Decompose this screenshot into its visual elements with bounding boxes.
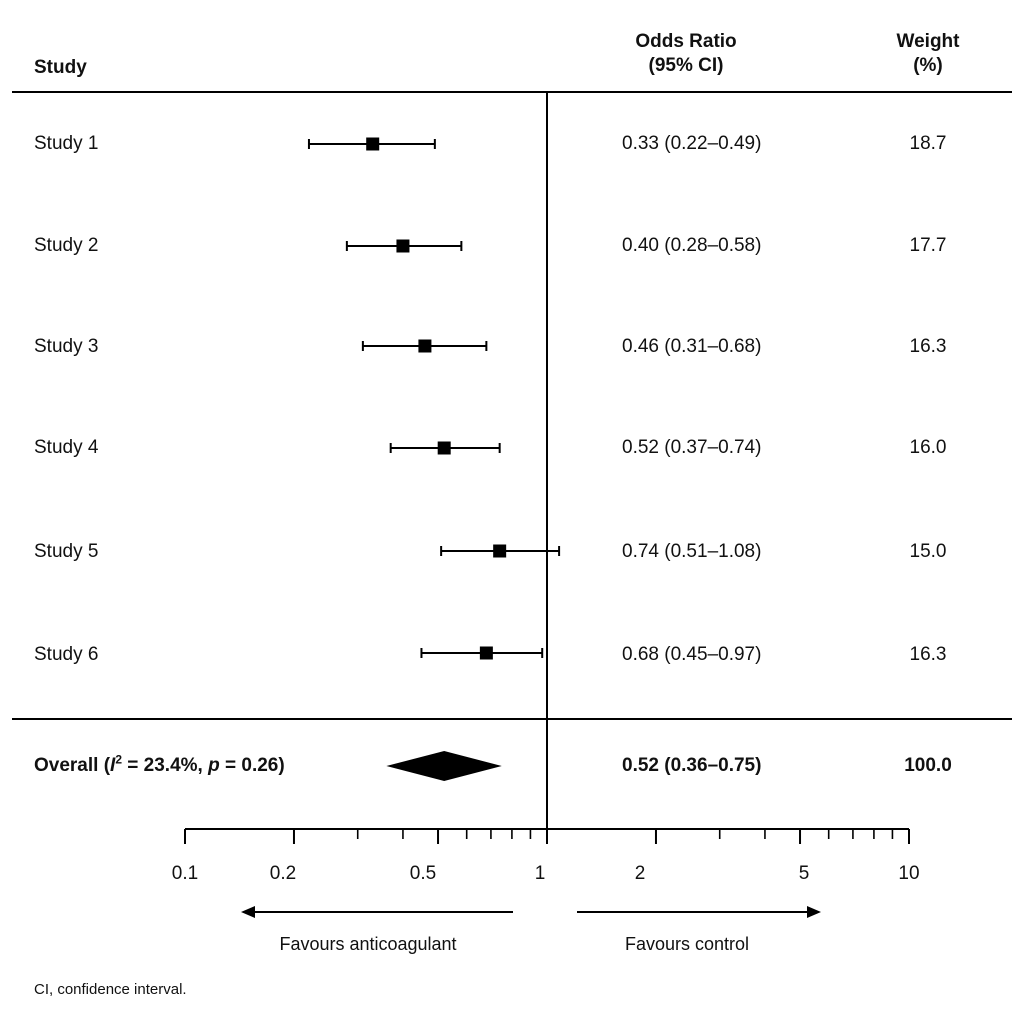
- study-label: Study 4: [34, 437, 99, 458]
- point-estimate: [366, 137, 380, 151]
- point-estimate: [493, 544, 507, 558]
- overall-label-p: p: [208, 755, 220, 776]
- study-weight: 18.7: [909, 133, 947, 154]
- x-tick-label: 0.1: [171, 863, 199, 884]
- study-label: Study 3: [34, 336, 99, 357]
- study-or-text: 0.68 (0.45–0.97): [622, 644, 762, 665]
- overall-diamond: [386, 751, 502, 781]
- study-weight: 16.0: [909, 437, 947, 458]
- study-or-text: 0.33 (0.22–0.49): [622, 133, 762, 154]
- study-or-text: 0.74 (0.51–1.08): [622, 541, 762, 562]
- overall-label-i: I: [110, 755, 116, 776]
- weight-column-header: Weight (%): [897, 30, 960, 78]
- overall-label-mid: = 23.4%,: [122, 755, 209, 776]
- study-label: Study 2: [34, 235, 99, 256]
- overall-weight: 100.0: [904, 755, 952, 776]
- study-weight: 16.3: [909, 644, 947, 665]
- point-estimate: [418, 339, 432, 353]
- point-estimate: [396, 239, 410, 253]
- overall-label-prefix: Overall (: [34, 755, 111, 776]
- study-label: Study 5: [34, 541, 99, 562]
- study-weight: 16.3: [909, 336, 947, 357]
- point-estimate: [437, 441, 451, 455]
- study-or-text: 0.40 (0.28–0.58): [622, 235, 762, 256]
- overall-label-sup: 2: [115, 752, 123, 767]
- study-column-header: Study: [34, 57, 87, 78]
- weight-header-line1: Weight: [896, 31, 960, 52]
- favours-control-label: Favours control: [624, 934, 750, 954]
- point-estimate: [479, 646, 493, 660]
- overall-label-suffix: = 0.26): [219, 755, 285, 776]
- overall-label: Overall (I2 = 23.4%, p = 0.26): [34, 754, 285, 778]
- favours-anticoagulant-label: Favours anticoagulant: [279, 934, 457, 954]
- study-weight: 15.0: [909, 541, 947, 562]
- arrow-left-icon: [241, 906, 255, 918]
- x-tick-label: 10: [898, 863, 920, 884]
- study-weight: 17.7: [909, 235, 947, 256]
- x-tick-label: 0.5: [409, 863, 437, 884]
- odds-ratio-header-line2: (95% CI): [648, 55, 724, 76]
- study-label: Study 1: [34, 133, 99, 154]
- weight-header-line2: (%): [913, 55, 943, 76]
- study-label: Study 6: [34, 644, 99, 665]
- arrow-right-icon: [807, 906, 821, 918]
- study-or-text: 0.52 (0.37–0.74): [622, 437, 762, 458]
- x-tick-label: 5: [798, 863, 810, 884]
- overall-or-text: 0.52 (0.36–0.75): [622, 755, 762, 776]
- x-tick-label: 2: [634, 863, 646, 884]
- x-tick-label: 0.2: [269, 863, 297, 884]
- x-tick-label: 1: [534, 863, 546, 884]
- odds-ratio-header-line1: Odds Ratio: [635, 31, 737, 52]
- odds-ratio-column-header: Odds Ratio (95% CI): [635, 30, 736, 78]
- study-or-text: 0.46 (0.31–0.68): [622, 336, 762, 357]
- footnote: CI, confidence interval.: [34, 981, 187, 998]
